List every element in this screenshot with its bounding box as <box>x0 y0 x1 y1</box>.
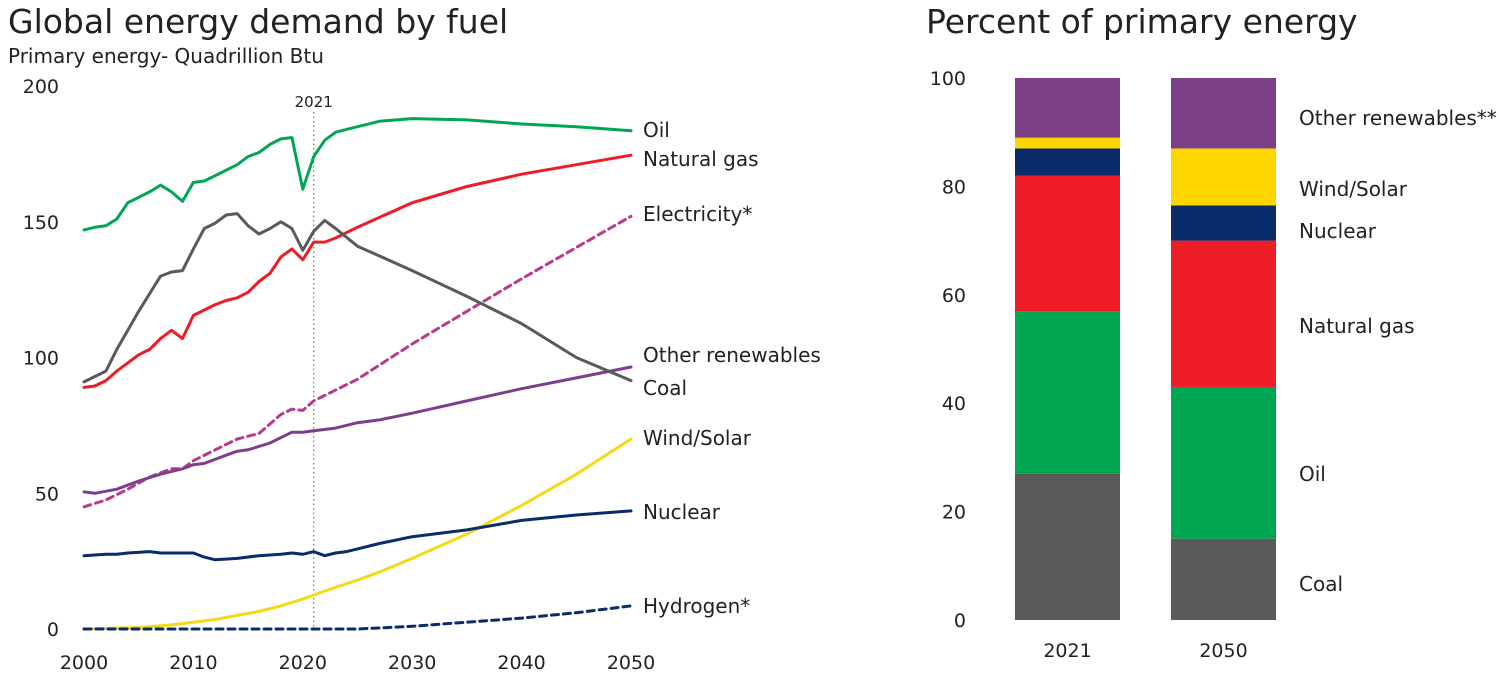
line-x-tick-label: 2030 <box>388 652 436 674</box>
series-line-nuclear <box>82 509 633 562</box>
bar-y-tick-label: 0 <box>954 610 966 632</box>
series-line-natural-gas <box>82 153 633 389</box>
line-x-tick-label: 2040 <box>497 652 545 674</box>
line-x-tick-label: 2050 <box>607 652 655 674</box>
bar-segment-wind-solar-2050 <box>1171 148 1276 206</box>
series-label-oil: Oil <box>643 118 670 142</box>
series-line-hydrogen <box>82 604 633 631</box>
series-line-wind-solar <box>82 437 633 631</box>
line-x-tick-label: 2010 <box>169 652 217 674</box>
bar-segment-nuclear-2021 <box>1015 148 1120 176</box>
bar-x-tick-label: 2050 <box>1199 640 1247 662</box>
series-line-oil <box>82 117 633 232</box>
bar-segment-natural-gas-2021 <box>1015 175 1120 312</box>
line-x-tick-label: 2000 <box>60 652 108 674</box>
series-label-coal: Coal <box>643 376 687 400</box>
bar-legend-label-other-renewables: Other renewables** <box>1299 106 1497 130</box>
series-label-hydrogen: Hydrogen* <box>643 594 750 618</box>
bar-segment-oil-2021 <box>1015 311 1120 474</box>
line-y-tick-label: 50 <box>35 483 59 505</box>
series-label-electricity: Electricity* <box>643 202 752 226</box>
bar-segment-coal-2050 <box>1171 538 1276 620</box>
bar-legend-label-nuclear: Nuclear <box>1299 219 1377 243</box>
bar-segment-nuclear-2050 <box>1171 205 1276 241</box>
series-label-other-renewables: Other renewables <box>643 343 821 367</box>
line-y-tick-label: 200 <box>23 76 59 98</box>
line-x-tick-label: 2020 <box>279 652 327 674</box>
bar-segment-other-renewables-2050 <box>1171 78 1276 149</box>
bar-y-tick-label: 60 <box>942 285 966 307</box>
bar-y-tick-label: 80 <box>942 176 966 198</box>
series-label-wind-solar: Wind/Solar <box>643 426 752 450</box>
bar-segment-wind-solar-2021 <box>1015 137 1120 149</box>
bar-segment-oil-2050 <box>1171 386 1276 539</box>
bar-segment-natural-gas-2050 <box>1171 240 1276 387</box>
bar-legend-label-wind-solar: Wind/Solar <box>1299 177 1408 201</box>
series-line-coal <box>82 212 633 384</box>
bar-segment-coal-2021 <box>1015 473 1120 620</box>
bar-segment-other-renewables-2021 <box>1015 78 1120 138</box>
bar-legend-label-coal: Coal <box>1299 572 1343 596</box>
line-y-tick-label: 0 <box>47 619 59 641</box>
bar-legend-label-oil: Oil <box>1299 462 1326 486</box>
series-label-natural-gas: Natural gas <box>643 147 759 171</box>
bar-y-tick-label: 20 <box>942 502 966 524</box>
line-chart-subtitle: Primary energy- Quadrillion Btu <box>8 44 324 68</box>
bar-y-tick-label: 40 <box>942 393 966 415</box>
bar-chart-title: Percent of primary energy <box>926 2 1358 41</box>
series-line-other-renewables <box>82 365 633 495</box>
line-y-tick-label: 100 <box>23 348 59 370</box>
bar-y-tick-label: 100 <box>930 68 966 90</box>
bar-x-tick-label: 2021 <box>1043 640 1091 662</box>
bar-legend-label-natural-gas: Natural gas <box>1299 314 1415 338</box>
line-chart-title: Global energy demand by fuel <box>8 2 509 41</box>
series-label-nuclear: Nuclear <box>643 500 721 524</box>
line-y-tick-label: 150 <box>23 212 59 234</box>
reference-line-label: 2021 <box>295 93 333 111</box>
series-line-electricity <box>82 214 633 509</box>
